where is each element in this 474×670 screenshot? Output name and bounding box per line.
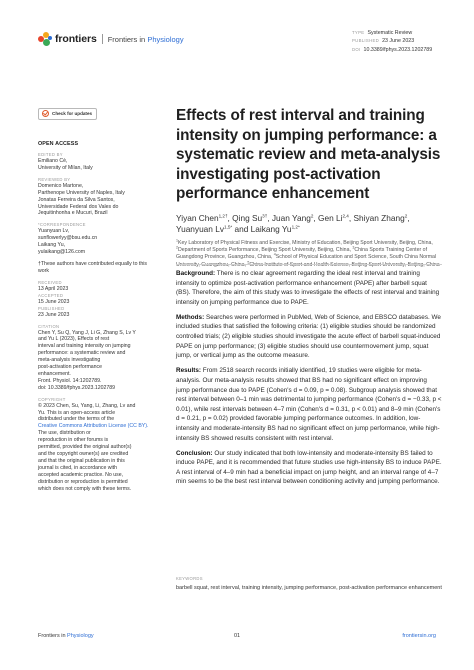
- text-line: Jequitinhonha e Mucuri, Brazil: [38, 210, 108, 217]
- affiliation-number: 2: [176, 245, 178, 250]
- page-number: 01: [234, 633, 241, 639]
- text-line: doi: 10.3389/fphys.2023.1202789: [38, 384, 116, 391]
- check-icon: [42, 110, 49, 117]
- affiliation-number: 1: [176, 238, 178, 243]
- abstract: Background: There is no clear agreement …: [176, 264, 442, 492]
- abstract-results: Results: From 2518 search records initia…: [176, 367, 442, 442]
- open-access-label: OPEN ACCESS: [38, 141, 79, 147]
- author-name[interactable]: Shiyan Zhang: [353, 212, 405, 223]
- author-name[interactable]: Yuanyuan Lv: [176, 224, 224, 235]
- copyright-section: COPYRIGHT © 2023 Chen, Su, Yang, Li, Zha…: [38, 396, 149, 492]
- author-affiliation-marker: 2,4: [342, 213, 349, 219]
- text-line: Front. Physiol. 14:1202789.: [38, 377, 102, 384]
- author-name[interactable]: Juan Yang: [271, 212, 311, 223]
- text-line: distribution or reproduction is permitte…: [38, 478, 128, 485]
- text-line: interval and training intensity on jumpi…: [38, 343, 131, 350]
- affiliation-text: China Sports Training Center of Guangdon…: [176, 247, 428, 261]
- text-line: performance: a systematic review and: [38, 350, 126, 357]
- abstract-divider: [176, 264, 442, 265]
- text-line: Domenico Martone,: [38, 182, 84, 189]
- text-line: Universidade Federal dos Vales do: [38, 203, 119, 210]
- article-heading: Effects of rest interval and training in…: [176, 106, 442, 269]
- brand-name: frontiers: [55, 33, 97, 45]
- citation-section: CITATION Chen Y, Su Q, Yang J, Li G, Zha…: [38, 324, 150, 392]
- author-affiliation-marker: 2: [404, 213, 408, 219]
- author-affiliation-marker: 2: [310, 213, 314, 219]
- affiliation-number: 3: [352, 245, 355, 250]
- journal-title[interactable]: Frontiers in Physiology: [107, 34, 184, 44]
- page-header: frontiers Frontiers in Physiology TYPE Sy…: [0, 0, 474, 60]
- text-line: and Yu L (2023), Effects of rest: [38, 336, 110, 343]
- frontiers-logo[interactable]: frontiers Frontiers in Physiology: [38, 32, 184, 46]
- text-line: which does not comply with these terms.: [38, 485, 132, 492]
- logo-divider: [101, 34, 103, 44]
- correspondence-section: *CORRESPONDENCE Yuanyuan Lv, sunflowerly…: [38, 222, 150, 256]
- text-line: accepted academic practice. No use,: [38, 471, 124, 478]
- author-name[interactable]: Laikang Yu: [250, 224, 292, 235]
- author-affiliation-marker: 1,5*: [223, 224, 233, 230]
- affiliation-number: 4: [273, 252, 276, 257]
- text-line: journal is cited, in accordance with: [38, 464, 118, 471]
- footer-site-link[interactable]: frontiersin.org: [402, 633, 436, 639]
- abstract-background: Background: There is no clear agreement …: [176, 270, 440, 306]
- text-line: enhancement.: [38, 370, 71, 377]
- text-line: Parthenope University of Naples, Italy: [38, 189, 125, 196]
- text-line: permitted, provided the original author(…: [38, 444, 132, 451]
- author-name[interactable]: Qing Su: [232, 212, 263, 223]
- author-affiliation-marker: 3†: [262, 213, 268, 219]
- text-line: Emiliano Cè,: [38, 158, 68, 164]
- author-affiliation-marker: 1,2*: [291, 224, 300, 230]
- correspondence-email-link[interactable]: yulaikang@126.com: [38, 249, 86, 256]
- author-name[interactable]: Yiyan Chen: [176, 212, 219, 223]
- keywords-section: KEYWORDS barbell squat, rest interval, t…: [176, 576, 442, 592]
- text-line: Jonatas Ferreira da Silva Santos,: [38, 196, 115, 203]
- article-title: Effects of rest interval and training in…: [176, 107, 441, 203]
- text-line: University of Milan, Italy: [38, 164, 93, 171]
- cc-by-license-link[interactable]: Creative Commons Attribution License (CC…: [38, 423, 149, 430]
- page-footer: Frontiers in Physiology 01 frontiersin.o…: [38, 633, 436, 643]
- edited-by-section: EDITED BY Emiliano Cè, University of Mila…: [38, 152, 150, 172]
- abstract-conclusion: Conclusion: Our study indicated that bot…: [176, 449, 442, 486]
- dates-section: RECEIVED 13 April 2023 ACCEPTED 15 June …: [38, 279, 70, 318]
- article-meta: TYPE Systematic Review PUBLISHED 23 June 2…: [352, 29, 432, 54]
- meta-type: TYPE Systematic Review: [352, 30, 413, 36]
- keywords-list: barbell squat, rest interval, training i…: [176, 585, 442, 591]
- text-line: distributed under the terms of the: [38, 416, 115, 423]
- text-line: and that the original publication in thi…: [38, 457, 125, 464]
- affiliation-text: Key Laboratory of Physical Fitness and E…: [178, 239, 433, 246]
- text-line: reproduction in other forums is: [38, 437, 109, 444]
- keywords-label: KEYWORDS: [176, 576, 203, 581]
- article-sidebar: Check for updates OPEN ACCESS EDITED BY …: [38, 104, 150, 492]
- text-line: Yu. This is an open-access article: [38, 409, 116, 416]
- text-line: The use, distribution or: [38, 430, 91, 437]
- check-for-updates-button[interactable]: Check for updates: [38, 107, 98, 120]
- text-line: post-activation performance: [38, 364, 103, 371]
- author-name[interactable]: Gen Li: [318, 212, 343, 223]
- abstract-methods: Methods: Searches were performed in PubM…: [176, 313, 441, 360]
- affiliation-text: Department of Sports Performance, Beijin…: [178, 247, 353, 254]
- footer-journal[interactable]: Frontiers in Physiology: [38, 633, 94, 639]
- correspondence-email-link[interactable]: sunflowerlyy@bsu.edu.cn: [38, 235, 98, 242]
- text-line: and the copyright owner(s) are credited: [38, 451, 129, 457]
- text-line: Chen Y, Su Q, Yang J, Li G, Zhang S, Lv …: [38, 329, 136, 336]
- text-line: meta-analysis investigating: [38, 357, 101, 364]
- affiliation-number: 5: [247, 260, 250, 265]
- text-line: © 2023 Chen, Su, Yang, Li, Zhang, Lv and: [38, 402, 136, 409]
- reviewed-by-section: REVIEWED BY Domenico Martone, Parthenope …: [38, 177, 150, 218]
- author-affiliation-marker: 1,2†: [218, 213, 228, 219]
- meta-published: PUBLISHED 23 June 2023: [352, 38, 415, 45]
- meta-doi[interactable]: DOI 10.3389/fphys.2023.1202789: [352, 46, 433, 53]
- author-list: Yiyan Chen1,2†, Qing Su3†, Juan Yang2, G…: [176, 212, 410, 235]
- equal-contribution-note: †These authors have contributed equally …: [38, 260, 148, 274]
- frontiers-logo-icon: [38, 32, 52, 46]
